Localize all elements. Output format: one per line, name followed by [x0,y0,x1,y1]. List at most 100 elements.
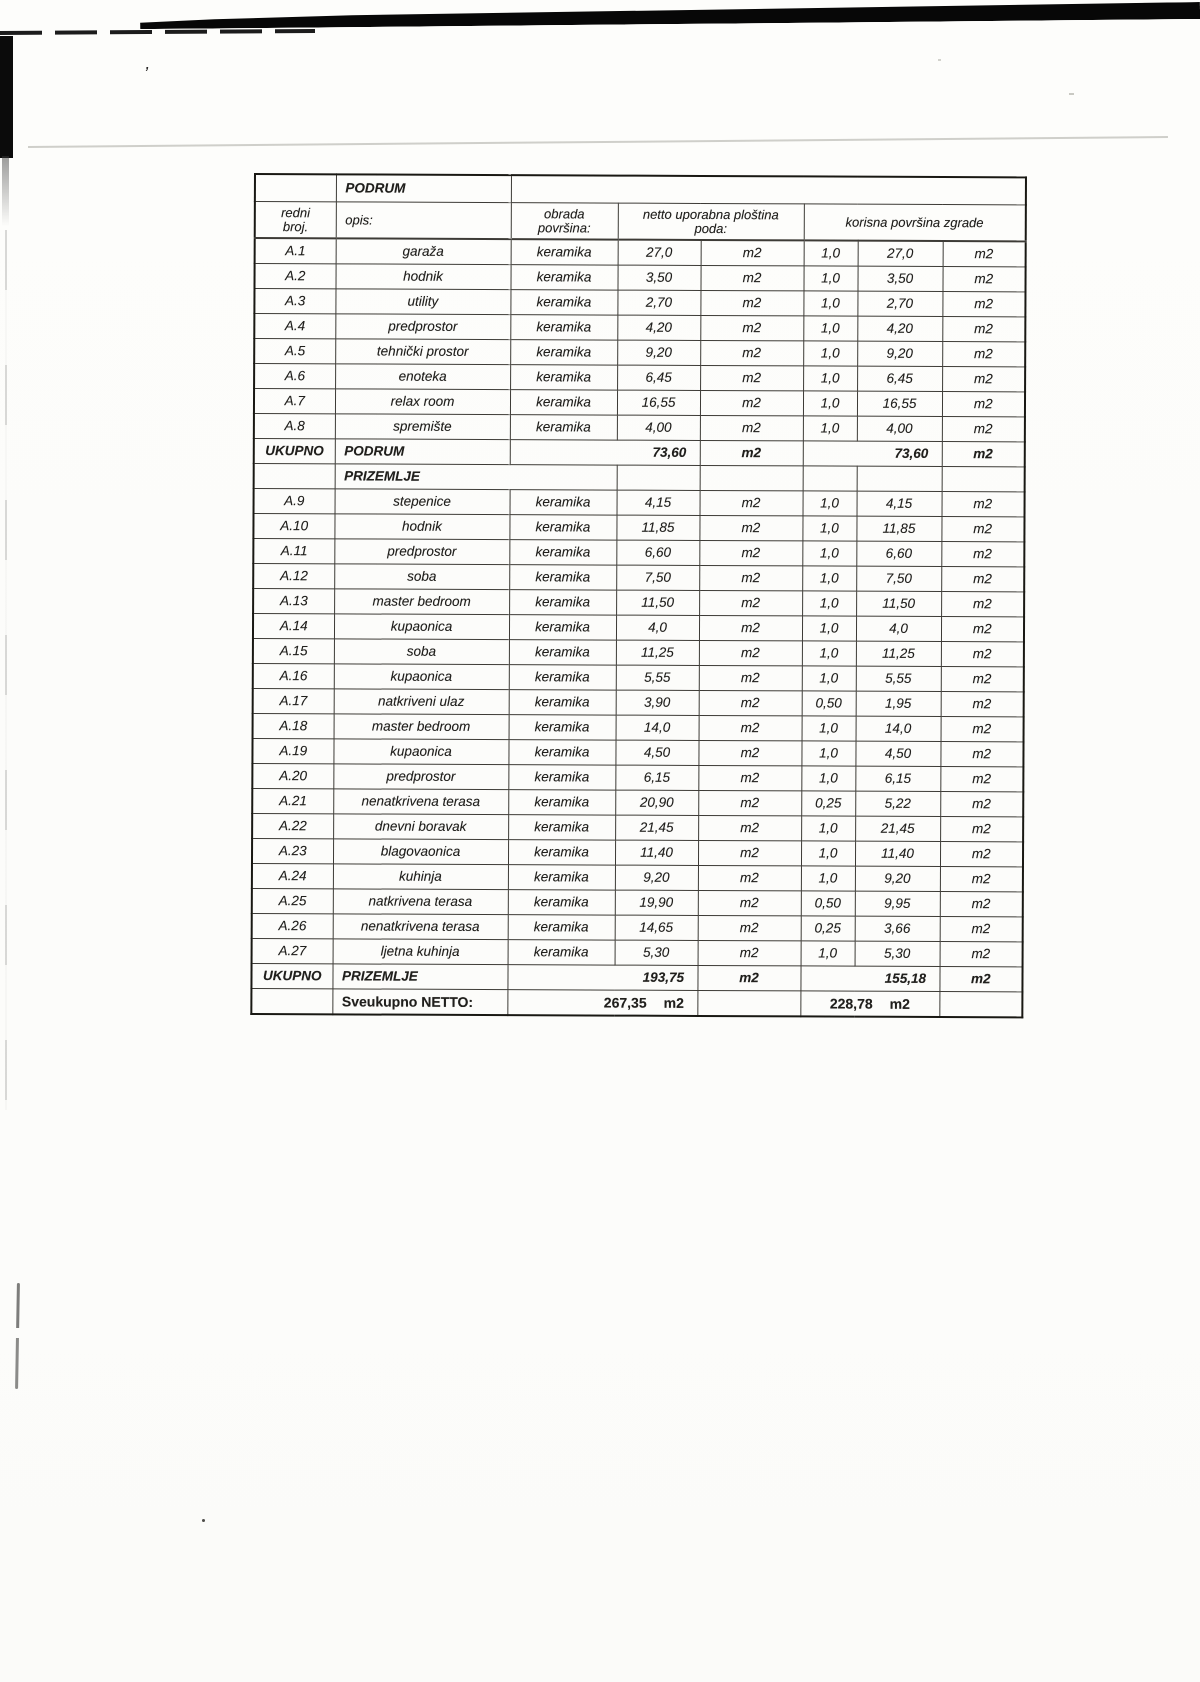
section-title-podrum: PODRUM [335,174,511,203]
cell-redni-broj: A.22 [252,813,334,839]
cell-opis: soba [334,563,510,590]
table-row-data-A.16: A.16 kupaonica keramika 5,55 m2 1,0 5,55 m2 [252,663,1024,692]
cell-opis: ljetna kuhinja [332,938,508,965]
cell-opis: relax room [334,388,511,415]
cell-korisna: 27,0 [857,240,943,267]
cell-korisna-unit: m2 [940,766,1024,792]
header-redni-line2: broj. [282,218,309,234]
cell-netto-unit: m2 [700,340,804,366]
table-row-data-A.8: A.8 spremište keramika 4,00 m2 1,0 4,00 m2 [253,413,1025,442]
cell-opis: stepenice [334,488,510,515]
cell-obrada: keramika [508,639,616,666]
cell-opis: hodnik [334,513,510,540]
cell-redni-broj: A.7 [253,388,336,414]
cell-korisna: 5,30 [854,941,940,967]
cell-opis: predprostor [333,763,509,790]
cell-korisna-unit: m2 [941,591,1025,617]
cell-netto-unit: m2 [698,790,802,816]
cell-opis: PRIZEMLJE [332,963,508,990]
table-row-data-A.2: A.2 hodnik keramika 3,50 m2 1,0 3,50 m2 [254,263,1026,292]
cell-netto: 4,20 [617,315,701,341]
cell-korisna-unit: m2 [942,291,1026,317]
cell-empty [856,466,942,492]
scan-artifact-speck [202,1519,205,1522]
total-unit: m2 [663,994,684,1011]
cell-korisna: 1,95 [855,691,941,717]
table-container: PODRUM redni broj. opis: obrada površina… [250,173,1027,1019]
cell-korisna-unit: m2 [939,941,1023,967]
cell-redni-broj: A.21 [252,788,334,814]
cell-korisna-unit: m2 [940,666,1024,692]
cell-koeficijent: 1,0 [801,640,856,667]
cell-netto: 4,00 [616,415,700,441]
cell-korisna-unit: m2 [942,341,1026,367]
table-header-row: redni broj. opis: obrada površina: netto… [254,201,1026,242]
cell-netto: 73,60 [509,439,700,466]
cell-korisna-unit: m2 [942,316,1026,342]
cell-redni-broj: UKUPNO [253,438,335,464]
cell-korisna: 5,22 [855,791,941,817]
cell-korisna: 6,15 [855,766,941,792]
cell-netto-unit: m2 [699,440,803,466]
table-row-total-UKUPNO: UKUPNO PRIZEMLJE 193,75 m2 155,18 m2 [251,963,1023,992]
cell-redni-broj: A.25 [251,888,333,914]
cell-netto: 19,90 [614,890,698,916]
cell-redni-broj: A.11 [253,538,335,564]
cell-koeficijent: 1,0 [802,515,857,542]
cell-obrada: keramika [509,564,617,591]
cell-netto-unit: m2 [698,815,802,841]
cell-redni-broj: A.20 [252,763,334,789]
cell-obrada: keramika [510,239,618,266]
cell-korisna: 155,18 [800,965,940,992]
cell-redni-broj: A.1 [254,238,336,264]
cell-empty [802,465,857,492]
cell-obrada: keramika [509,539,617,566]
cell-opis: PODRUM [334,438,510,465]
cell-opis: master bedroom [334,588,510,615]
cell-netto: 11,85 [616,515,700,541]
header-korisna-povrsina: korisna površina zgrade [803,203,1026,242]
cell-netto-unit: m2 [700,290,804,316]
cell-netto-unit: m2 [700,365,804,391]
cell-korisna-unit: m2 [940,616,1025,642]
cell-korisna: 4,15 [856,491,942,517]
table-row-data-A.26: A.26 nenatkrivena terasa keramika 14,65 m2 0,… [251,913,1023,942]
cell-netto-unit: m2 [697,965,801,991]
cell-obrada: keramika [509,589,617,616]
cell-obrada: keramika [508,614,617,641]
cell-empty [251,988,333,1015]
table-row-data-A.18: A.18 master bedroom keramika 14,0 m2 1,0 14,0 m… [252,713,1024,742]
scan-artifact-top-dashes [0,29,316,35]
table-row-data-A.7: A.7 relax room keramika 16,55 m2 1,0 16,55 m2 [253,388,1026,417]
cell-netto-unit: m2 [698,690,802,716]
cell-opis: enoteka [335,363,511,390]
cell-korisna: 11,85 [856,516,942,542]
cell-redni-broj: A.10 [253,513,335,539]
cell-obrada: keramika [510,339,618,366]
cell-redni-broj: A.23 [251,838,334,864]
cell-redni-broj: A.4 [254,313,336,339]
cell-koeficijent: 1,0 [803,315,858,342]
table-row-data-A.22: A.22 dnevni boravak keramika 21,45 m2 1,0 21,4… [252,813,1024,842]
cell-opis: blagovaonica [332,838,509,865]
header-redni-line1: redni [281,204,311,221]
cell-netto-unit: m2 [698,665,802,691]
cell-netto-unit: m2 [700,239,804,266]
cell-koeficijent: 1,0 [800,940,855,967]
cell-netto-unit: m2 [700,265,804,291]
cell-empty [253,463,335,489]
cell-opis: soba [333,638,509,665]
cell-redni-broj: A.3 [254,288,336,314]
cell-netto-unit: m2 [699,490,803,516]
total-unit: m2 [889,995,910,1012]
cell-korisna: 6,45 [857,366,943,392]
table-row-data-A.1: A.1 garaža keramika 27,0 m2 1,0 27,0 m2 [254,238,1026,267]
cell-redni-broj: A.2 [254,263,336,289]
scan-artifact-faint-line [27,136,1168,148]
cell-koeficijent: 1,0 [803,265,858,292]
cell-netto: 11,50 [616,590,700,616]
cell-netto: 14,65 [614,915,698,941]
cell-netto: 16,55 [616,390,701,416]
table-row-data-A.23: A.23 blagovaonica keramika 11,40 m2 1,0 11,40 m… [251,838,1024,867]
table-row-data-A.24: A.24 kuhinja keramika 9,20 m2 1,0 9,20 m2 [251,863,1023,892]
